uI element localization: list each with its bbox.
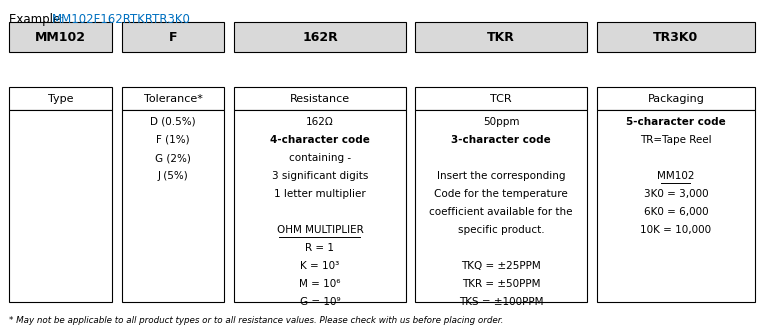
Text: TKR: TKR [487,31,515,44]
Text: OHM MULTIPLIER: OHM MULTIPLIER [277,225,364,235]
Text: 162Ω: 162Ω [306,117,334,127]
Text: Tolerance*: Tolerance* [144,94,202,104]
FancyBboxPatch shape [235,110,406,302]
Text: M = 10⁶: M = 10⁶ [299,279,341,289]
Text: * May not be applicable to all product types or to all resistance values. Please: * May not be applicable to all product t… [9,316,503,325]
FancyBboxPatch shape [9,110,112,302]
Text: Packaging: Packaging [647,94,704,104]
Text: 10K = 10,000: 10K = 10,000 [640,225,711,235]
Text: 50ppm: 50ppm [483,117,520,127]
Text: TKR = ±50PPM: TKR = ±50PPM [462,279,540,289]
FancyBboxPatch shape [121,87,225,110]
Text: G (2%): G (2%) [155,153,191,163]
Text: MM102F162RTKRTR3K0: MM102F162RTKRTR3K0 [52,13,190,26]
FancyBboxPatch shape [416,22,587,52]
Text: Insert the corresponding: Insert the corresponding [437,171,565,181]
Text: specific product.: specific product. [458,225,545,235]
Text: MM102: MM102 [657,171,694,181]
Text: 3-character code: 3-character code [452,135,551,145]
Text: TKS = ±100PPM: TKS = ±100PPM [459,298,543,307]
FancyBboxPatch shape [416,87,587,110]
Text: TR=Tape Reel: TR=Tape Reel [640,135,711,145]
Text: Type: Type [47,94,73,104]
Text: K = 10³: K = 10³ [300,261,339,271]
Text: coefficient available for the: coefficient available for the [429,207,573,217]
Text: TKQ = ±25PPM: TKQ = ±25PPM [461,261,541,271]
Text: TCR: TCR [490,94,512,104]
Text: TR3K0: TR3K0 [653,31,698,44]
Text: 1 letter multiplier: 1 letter multiplier [274,189,366,199]
FancyBboxPatch shape [9,87,112,110]
Text: R = 1: R = 1 [306,243,335,253]
Text: F: F [169,31,177,44]
Text: F (1%): F (1%) [156,135,190,145]
Text: 6K0 = 6,000: 6K0 = 6,000 [643,207,708,217]
Text: 3K0 = 3,000: 3K0 = 3,000 [643,189,708,199]
Text: 162R: 162R [302,31,338,44]
Text: G = 10⁹: G = 10⁹ [299,298,340,307]
Text: MM102: MM102 [35,31,86,44]
FancyBboxPatch shape [121,22,225,52]
FancyBboxPatch shape [235,22,406,52]
FancyBboxPatch shape [416,110,587,302]
Text: Code for the temperature: Code for the temperature [434,189,568,199]
Text: Example:: Example: [9,13,68,26]
FancyBboxPatch shape [9,22,112,52]
Text: Resistance: Resistance [290,94,350,104]
FancyBboxPatch shape [597,110,755,302]
FancyBboxPatch shape [597,87,755,110]
FancyBboxPatch shape [121,110,225,302]
Text: containing -: containing - [289,153,351,163]
FancyBboxPatch shape [597,22,755,52]
Text: D (0.5%): D (0.5%) [151,117,196,127]
Text: 5-character code: 5-character code [626,117,726,127]
Text: 4-character code: 4-character code [270,135,370,145]
FancyBboxPatch shape [235,87,406,110]
Text: 3 significant digits: 3 significant digits [272,171,368,181]
Text: J (5%): J (5%) [157,171,189,181]
